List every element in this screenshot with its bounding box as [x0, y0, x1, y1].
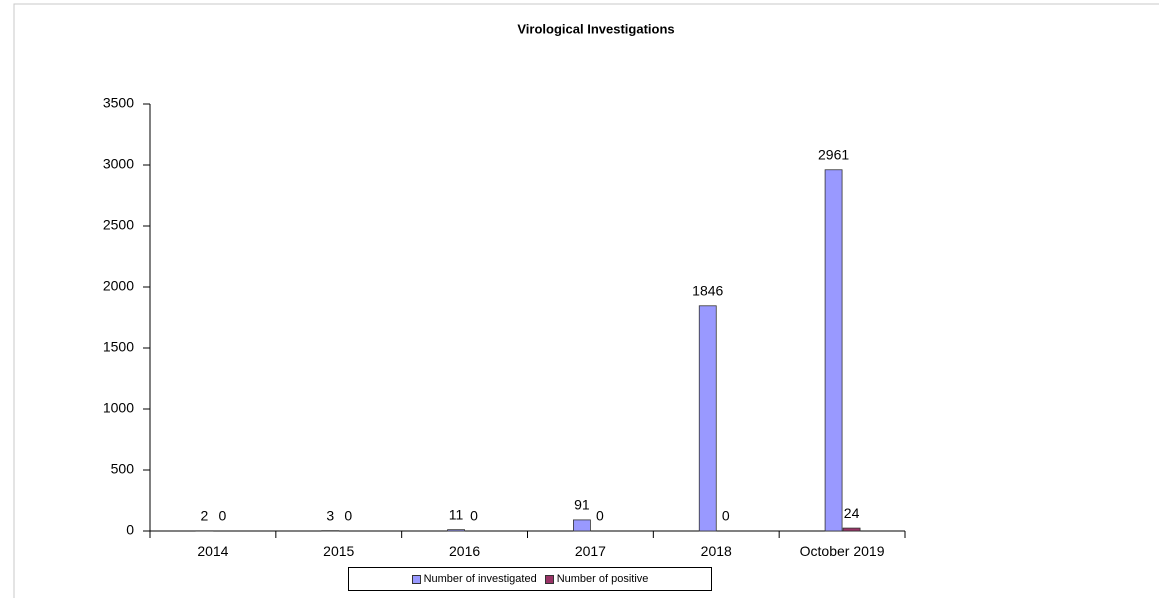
bar-value-label: 2961	[818, 146, 849, 162]
y-tick-label: 500	[111, 461, 135, 477]
x-tick-label: 2016	[449, 543, 481, 559]
legend-item: Number of positive	[544, 573, 649, 585]
y-tick-label: 2500	[103, 217, 134, 233]
legend-label: Number of positive	[556, 573, 649, 585]
legend: Number of investigated Number of positive	[348, 567, 712, 591]
bar-value-label: 0	[722, 508, 730, 524]
bar-value-label: 11	[449, 506, 464, 522]
bar-value-label: 2	[201, 507, 209, 523]
bar	[698, 305, 717, 532]
chart-title: Virological Investigations	[517, 21, 674, 36]
legend-swatch	[544, 574, 554, 584]
x-tick-label: 2018	[700, 543, 732, 559]
x-tick-label: October 2019	[799, 543, 885, 559]
y-tick-label: 2000	[103, 278, 134, 294]
bar	[842, 527, 861, 532]
bar-value-label: 0	[596, 508, 604, 524]
y-tick-label: 1500	[103, 339, 134, 355]
bar	[824, 169, 843, 532]
x-tick-label: 2014	[197, 543, 229, 559]
bar-value-label: 0	[219, 508, 227, 524]
legend-item: Number of investigated	[411, 573, 537, 585]
y-tick-label: 1000	[103, 400, 134, 416]
bar-value-label: 3	[326, 507, 334, 523]
x-tick-label: 2017	[574, 543, 606, 559]
bar-value-label: 24	[844, 505, 860, 521]
y-tick-label: 0	[126, 522, 134, 538]
frame	[13, 3, 1159, 598]
legend-label: Number of investigated	[423, 573, 537, 585]
y-tick-label: 3000	[103, 156, 134, 172]
bar-value-label: 0	[470, 508, 478, 524]
bar-value-label: 1846	[692, 282, 723, 298]
legend-swatch	[411, 574, 421, 584]
bar-value-label: 0	[344, 508, 352, 524]
bar	[447, 529, 465, 532]
y-tick-label: 3500	[103, 95, 134, 111]
bar-value-label: 91	[574, 497, 590, 513]
bar	[573, 519, 591, 532]
x-tick-label: 2015	[323, 543, 355, 559]
